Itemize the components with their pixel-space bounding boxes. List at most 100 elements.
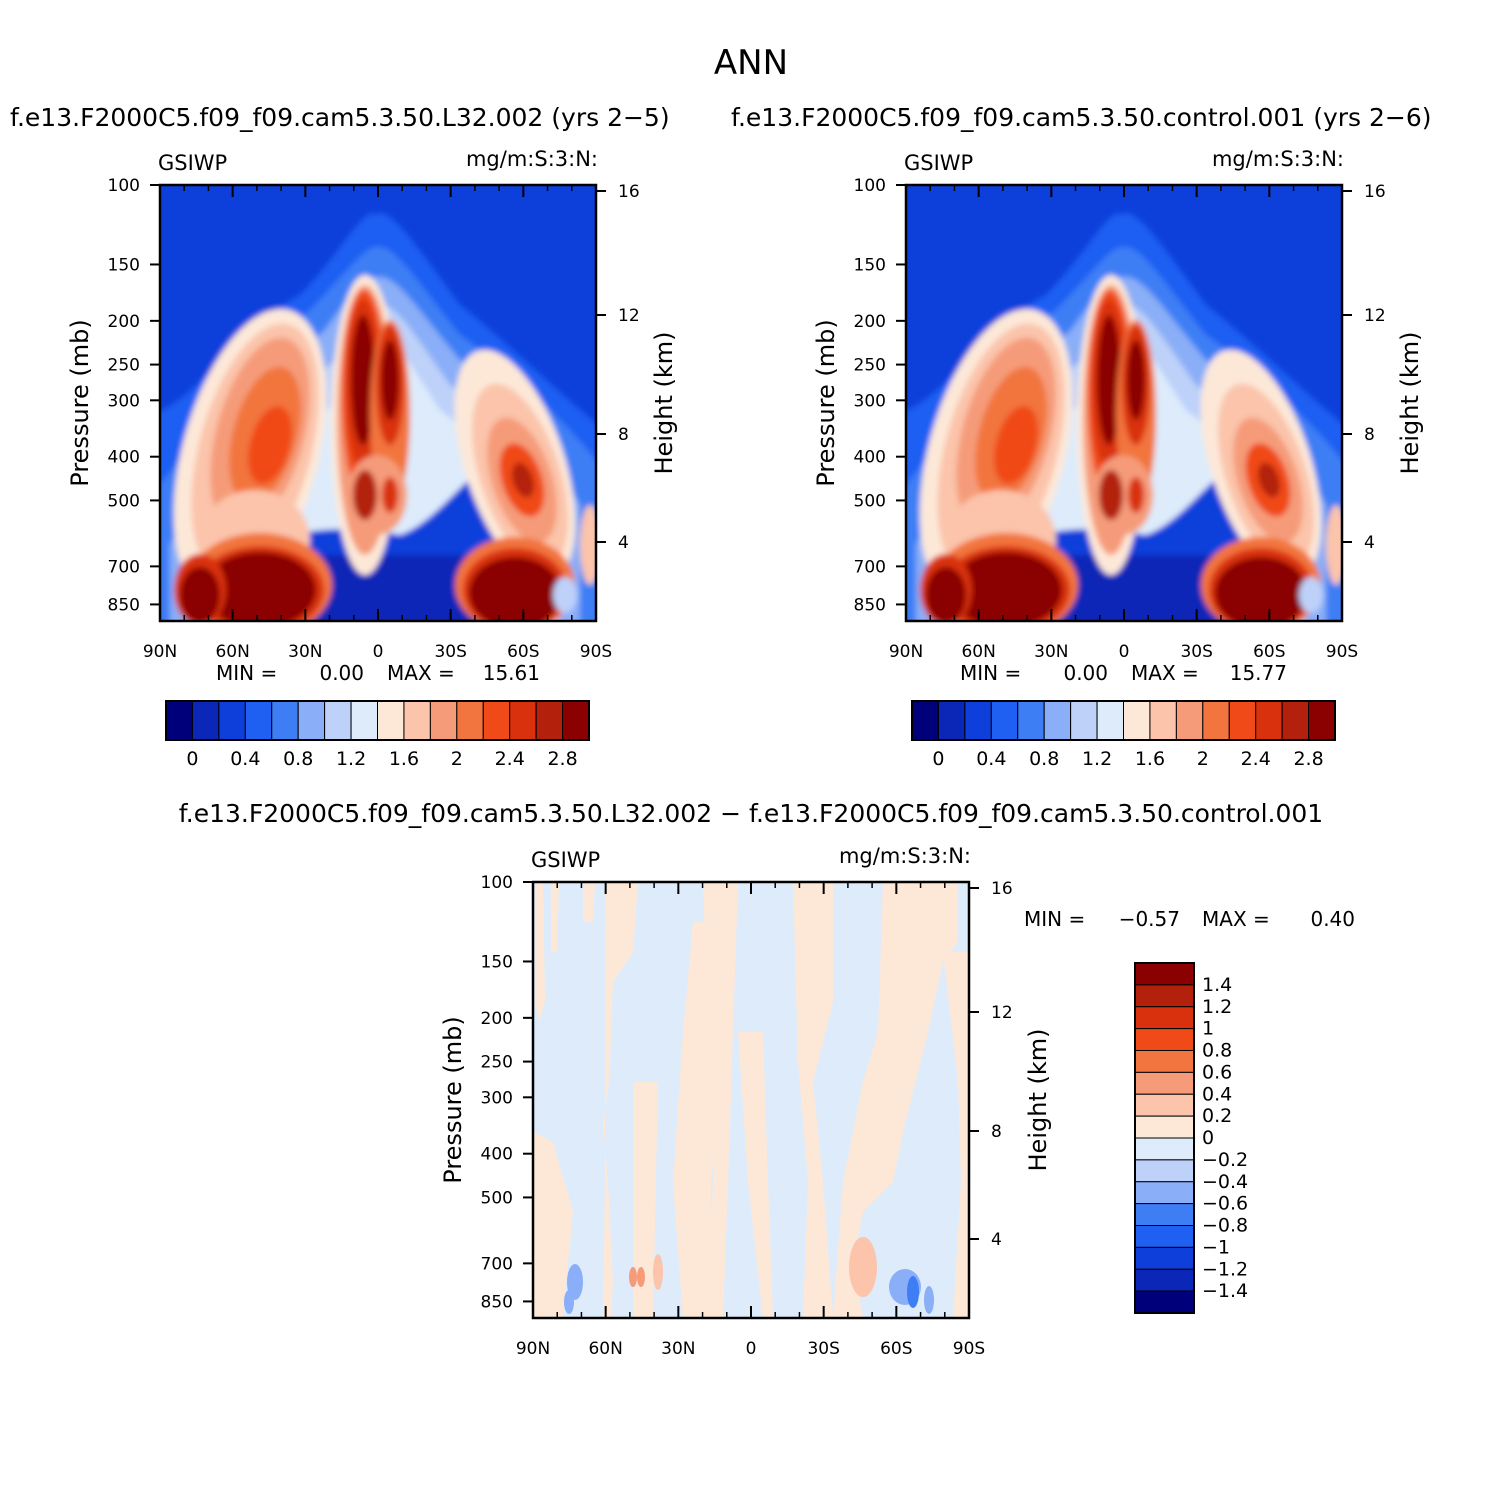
panel-2-xtick-label: 30N (1034, 642, 1068, 662)
panel-2-colorbar-label: 2 (1197, 748, 1209, 770)
panel-2-nhs-5 (926, 567, 966, 621)
panel-1-shs-3 (469, 557, 561, 621)
figure-title: ANN (714, 43, 788, 83)
panel-1-colorbar-box (562, 700, 590, 741)
panel-diff-colorbar-box (1134, 1137, 1195, 1161)
panel-diff-colorbar-box (1134, 1115, 1195, 1139)
panel-2-xtick-label: 90N (889, 642, 923, 662)
panel-1-colorbar-frame (165, 700, 590, 741)
panel-diff-neg-4 (924, 1286, 934, 1314)
panel-2-min-value: 0.00 (1063, 661, 1108, 685)
panel-1-colorbar-box (218, 700, 246, 741)
panel-1-ytick-label: 150 (108, 255, 140, 275)
panel-diff-max-value: 0.40 (1310, 907, 1355, 931)
panel-diff-colorbar-label: −1.2 (1202, 1258, 1248, 1280)
panel-2-xtick-label: 30S (1180, 642, 1212, 662)
panel-diff-colorbar-box (1134, 1159, 1195, 1183)
panel-1-ytick-label: 250 (108, 356, 140, 376)
panel-diff-xtick-label: 30S (807, 1339, 839, 1359)
panel-1-colorbar-box (535, 700, 564, 741)
panel-1-y2tick-label: 4 (618, 533, 629, 553)
panel-diff-min-label: MIN = (1024, 907, 1085, 931)
panel-diff-neg-2 (564, 1290, 574, 1314)
panel-2-trop-8 (1127, 340, 1145, 420)
panel-2-ytick-label: 100 (854, 176, 886, 196)
panel-1-ylabel: Pressure (mb) (66, 319, 94, 486)
panel-1-ytick-label: 300 (108, 391, 140, 411)
panel-2-y2label: Height (km) (1396, 332, 1424, 475)
panel-2-colorbar-label: 2.8 (1293, 748, 1323, 770)
panel-diff-min-value: −0.57 (1119, 907, 1180, 931)
panel-2-colorbar-box (911, 700, 939, 741)
panel-diff-colorbar-label: 1.2 (1202, 996, 1232, 1018)
panel-2-colorbar-box (1175, 700, 1204, 741)
panel-2-trop-10 (1099, 470, 1123, 520)
panel-diff-pos-8 (793, 882, 833, 1318)
panel-diff-y2tick-label: 16 (991, 879, 1013, 899)
panel-2-units: mg/m:S:3:N: (1212, 147, 1344, 171)
panel-1-colorbar-box (271, 700, 299, 741)
panel-2-colorbar-box (1255, 700, 1283, 741)
panel-diff-y2tick-label: 8 (991, 1122, 1002, 1142)
panel-diff-colorbar-box (1134, 1093, 1195, 1117)
panel-diff-colorbar-label: 0.8 (1202, 1040, 1232, 1062)
panel-diff-pos-10 (943, 952, 969, 1318)
panel-2-nh-5 (994, 406, 1038, 484)
panel-1-xtick-label: 30S (434, 642, 466, 662)
panel-1-xtick-label: 90S (580, 642, 612, 662)
panel-1-ytick-label: 200 (108, 312, 140, 332)
panel-diff-colorbar-label: 0.2 (1202, 1105, 1232, 1127)
panel-diff-colorbar-box (1134, 984, 1195, 1008)
panel-diff-ytick-label: 100 (481, 873, 513, 893)
panel-1-colorbar-box (509, 700, 537, 741)
panel-diff-xtick-label: 60S (880, 1339, 912, 1359)
panel-2-ytick-label: 850 (854, 595, 886, 615)
panel-diff-colorbar-label: 0 (1202, 1127, 1214, 1149)
panel-1-ytick-label: 500 (108, 491, 140, 511)
panel-1-colorbar-label: 0 (186, 748, 198, 770)
panel-1-ytick-label: 400 (108, 448, 140, 468)
panel-1-y2tick-label: 16 (618, 182, 640, 202)
panel-diff-ytick-label: 200 (481, 1009, 513, 1029)
panel-diff-colorbar-label: 0.4 (1202, 1083, 1232, 1105)
panel-2-colorbar-label: 1.6 (1135, 748, 1165, 770)
panel-diff-ytick-label: 250 (481, 1053, 513, 1073)
panel-1-colorbar-box (324, 700, 352, 741)
panel-1-y2label: Height (km) (650, 332, 678, 475)
panel-diff-pos-6 (703, 882, 738, 1318)
panel-diff-colorbar-box (1134, 1181, 1195, 1205)
panel-2-nhs-3 (950, 552, 1062, 621)
panel-2-ytick-label: 700 (854, 557, 886, 577)
panel-diff-ytick-label: 150 (481, 952, 513, 972)
panel-1-units: mg/m:S:3:N: (466, 147, 598, 171)
panel-diff-colorbar: 1.41.210.80.60.40.20−0.2−0.4−0.6−0.8−1−1… (1134, 962, 1248, 1314)
panel-diff-colorbar-box (1134, 1028, 1195, 1051)
panel-2-ytick-label: 200 (854, 312, 886, 332)
panel-2-colorbar-box (1043, 700, 1072, 741)
panel-2-colorbar-box (1017, 700, 1045, 741)
panel-diff-neg-1 (567, 1264, 583, 1300)
panel-2-colorbar-label: 0.8 (1029, 748, 1059, 770)
panel-2-max-label: MAX = (1131, 661, 1199, 685)
panel-diff-colorbar-box (1134, 1246, 1195, 1270)
panel-1-y2tick-label: 8 (618, 425, 629, 445)
panel-2-ylabel: Pressure (mb) (812, 319, 840, 486)
panel-diff-ylabel: Pressure (mb) (439, 1016, 467, 1183)
panel-diff-colorbar-label: 1.4 (1202, 974, 1232, 996)
panel-2-ytick-label: 150 (854, 255, 886, 275)
panel-2-colorbar-box (1070, 700, 1098, 741)
panel-diff-pos-blob-1 (849, 1237, 877, 1297)
panel-2-xtick-label: 90S (1326, 642, 1358, 662)
panel-diff-pos-blob-3 (629, 1267, 637, 1287)
panel-diff-ytick-label: 700 (481, 1254, 513, 1274)
panel-1-colorbar-label: 2.8 (547, 748, 577, 770)
panel-2-y2tick-label: 16 (1364, 182, 1386, 202)
panel-diff-colorbar-box (1134, 962, 1195, 986)
panel-1-title: f.e13.F2000C5.f09_f09.cam5.3.50.L32.002 … (10, 103, 670, 132)
panel-1-colorbar-box (377, 700, 405, 741)
panel-2-ytick-label: 400 (854, 448, 886, 468)
panel-diff-pos-blob-4 (637, 1267, 645, 1287)
panel-diff-pos-blob-2 (653, 1254, 663, 1290)
panel-diff-left-label: GSIWP (531, 848, 600, 872)
panel-2-colorbar-label: 0.4 (976, 748, 1006, 770)
